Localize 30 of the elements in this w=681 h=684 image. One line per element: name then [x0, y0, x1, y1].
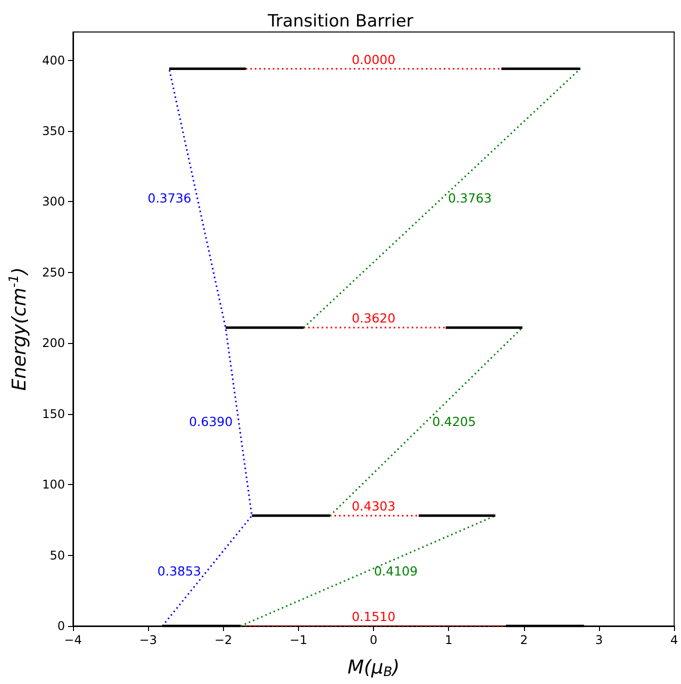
y-tick-label: 150 — [42, 406, 65, 421]
x-tick-label: −3 — [139, 633, 157, 647]
annotation: 0.3763 — [448, 190, 492, 206]
x-tick-label: 2 — [520, 633, 528, 647]
annotation: 0.4205 — [432, 414, 476, 430]
annotation: 0.6390 — [188, 414, 233, 430]
y-tick-label: 300 — [42, 194, 65, 209]
x-tick-label: 0 — [370, 633, 378, 647]
chart-title: Transition Barrier — [266, 12, 414, 32]
annotation: 0.0000 — [352, 52, 396, 67]
y-tick-label: 200 — [42, 336, 65, 350]
annotation: 0.3736 — [148, 190, 192, 206]
y-tick-label: 400 — [42, 53, 65, 68]
x-tick-label: 3 — [595, 633, 603, 647]
annotation: 0.3853 — [157, 563, 202, 578]
y-tick-label: 0 — [57, 619, 65, 633]
x-tick-label: −2 — [214, 633, 232, 647]
annotation: 0.1510 — [352, 609, 396, 624]
y-tick-label: 250 — [42, 265, 65, 280]
y-tick-label: 100 — [42, 478, 65, 492]
y-tick-label: 350 — [42, 124, 65, 138]
x-tick-label: 1 — [444, 633, 453, 647]
x-tick-label: −1 — [290, 633, 308, 647]
x-tick-label: 4 — [670, 633, 678, 647]
annotation: 0.3620 — [352, 310, 396, 326]
y-tick-label: 50 — [50, 548, 65, 562]
annotation: 0.4303 — [352, 498, 396, 514]
x-tick-label: −4 — [64, 633, 82, 647]
y-axis-title: Energy(cm-1) — [7, 267, 30, 391]
annotation: 0.4109 — [374, 563, 418, 578]
